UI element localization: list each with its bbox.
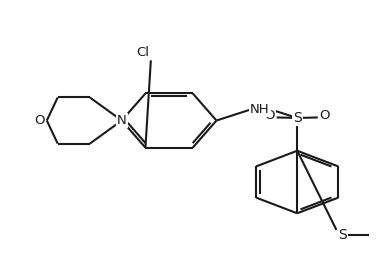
Text: Cl: Cl <box>136 46 150 59</box>
Text: O: O <box>34 114 45 127</box>
Text: O: O <box>264 109 275 122</box>
Text: S: S <box>293 111 301 125</box>
Text: NH: NH <box>250 103 270 116</box>
Text: O: O <box>319 109 330 122</box>
Text: S: S <box>338 228 347 242</box>
Text: N: N <box>117 114 127 127</box>
